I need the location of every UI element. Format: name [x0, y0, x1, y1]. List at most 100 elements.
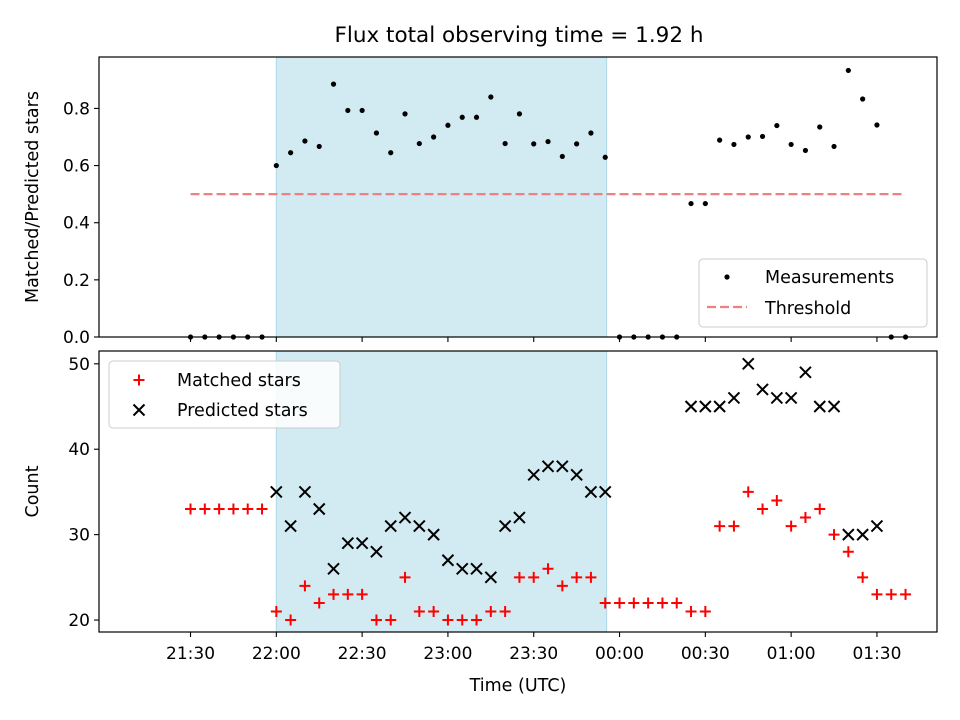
- legend-label: Predicted stars: [177, 401, 308, 421]
- predicted-point: [684, 400, 698, 413]
- matched-point: [742, 486, 754, 498]
- matched-point: [871, 588, 883, 600]
- y-tick-label: 20: [68, 611, 90, 631]
- matched-point: [799, 512, 811, 524]
- legend-measurement-marker: [724, 274, 730, 280]
- matched-point: [714, 520, 726, 532]
- matched-point: [428, 606, 440, 618]
- predicted-point: [713, 400, 726, 413]
- matched-point: [413, 606, 425, 618]
- matched-point: [270, 606, 282, 618]
- predicted-point: [470, 562, 483, 576]
- y-tick-label: 40: [68, 440, 90, 460]
- predicted-point: [427, 528, 440, 541]
- legend-matched-marker: [133, 374, 145, 386]
- measurement-point: [745, 134, 751, 140]
- measurement-point: [416, 140, 422, 147]
- predicted-point: [856, 528, 869, 541]
- y-tick-label: 30: [68, 526, 90, 546]
- legend-box: [698, 258, 928, 328]
- legend: Matched stars Predicted stars: [108, 360, 341, 429]
- y-axis-label: Count: [23, 465, 43, 517]
- x-tick-label: 22:00: [252, 644, 301, 664]
- matched-point: [757, 503, 769, 515]
- predicted-point: [370, 545, 383, 558]
- predicted-point: [784, 391, 798, 405]
- predicted-point: [398, 511, 412, 524]
- predicted-point: [827, 400, 841, 413]
- ratio-panel: 0.0 0.2 0.4 0.6 0.8 Matched/Predicted stars Me…: [23, 56, 938, 348]
- matched-point: [399, 571, 411, 583]
- measurement-point: [759, 133, 766, 140]
- predicted-point: [742, 357, 755, 371]
- x-tick-label: 23:00: [423, 644, 472, 664]
- matched-point: [442, 614, 454, 626]
- matched-point: [256, 503, 268, 515]
- matched-point: [542, 563, 554, 575]
- predicted-point: [484, 571, 498, 584]
- legend-label: Measurements: [765, 268, 894, 288]
- matched-point: [656, 597, 668, 609]
- predicted-point: [813, 400, 826, 413]
- measurement-point: [445, 122, 451, 128]
- legend-label: Matched stars: [177, 371, 301, 391]
- measurement-point: [330, 81, 337, 87]
- matched-point: [814, 503, 826, 515]
- predicted-point: [727, 391, 741, 405]
- predicted-point: [799, 366, 812, 379]
- predicted-point: [284, 519, 297, 533]
- predicted-point: [756, 383, 769, 396]
- matched-point: [499, 606, 511, 618]
- y-tick-label: 0.2: [63, 271, 90, 291]
- matched-point: [728, 520, 740, 532]
- predicted-point: [327, 562, 340, 576]
- matched-point: [299, 580, 311, 592]
- matched-point: [900, 588, 912, 600]
- legend-box: [108, 360, 341, 429]
- matched-point: [528, 571, 540, 583]
- measurement-point: [388, 150, 394, 156]
- measurement-point: [802, 147, 809, 154]
- x-tick-label: 00:30: [681, 644, 730, 664]
- measurement-point: [702, 200, 708, 207]
- shaded-span: [275, 56, 608, 338]
- matched-point: [628, 597, 640, 609]
- y-axis-label: Matched/Predicted stars: [23, 91, 43, 303]
- measurement-point: [531, 141, 537, 147]
- matched-point: [328, 588, 340, 600]
- predicted-point: [699, 400, 712, 413]
- count-panel: 20 30 40 50 21:30 22:00 22:30 23:00 23:30 00:00 00…: [23, 350, 938, 696]
- measurement-point: [502, 140, 508, 147]
- measurement-point: [860, 96, 866, 102]
- predicted-point: [556, 460, 569, 473]
- measurement-point: [845, 67, 851, 74]
- measurement-point: [302, 138, 308, 144]
- matched-point: [185, 503, 197, 515]
- x-tick-label: 21:30: [166, 644, 215, 664]
- predicted-point: [355, 536, 369, 550]
- y-tick-label: 0.8: [63, 99, 90, 119]
- axes-frame: [98, 56, 938, 338]
- measurement-point: [831, 143, 837, 150]
- y-tick-label: 0.4: [63, 214, 90, 234]
- measurement-point: [788, 141, 794, 148]
- x-tick-label: 00:00: [595, 644, 644, 664]
- matched-point: [885, 588, 897, 600]
- measurement-point: [431, 134, 437, 140]
- measurement-point: [717, 137, 723, 143]
- predicted-point: [298, 485, 312, 499]
- matched-point: [785, 520, 797, 532]
- matched-point: [285, 614, 297, 626]
- predicted-point: [870, 519, 884, 533]
- chart-title: Flux total observing time = 1.92 h: [335, 23, 704, 48]
- matched-point: [513, 571, 525, 583]
- measurement-point: [588, 130, 594, 136]
- measurement-point: [774, 122, 780, 129]
- matched-point: [599, 597, 611, 609]
- measurement-point: [359, 107, 365, 114]
- measurement-point: [688, 200, 694, 207]
- matched-point: [342, 588, 354, 600]
- measurement-point: [731, 141, 737, 148]
- matched-point: [227, 503, 239, 515]
